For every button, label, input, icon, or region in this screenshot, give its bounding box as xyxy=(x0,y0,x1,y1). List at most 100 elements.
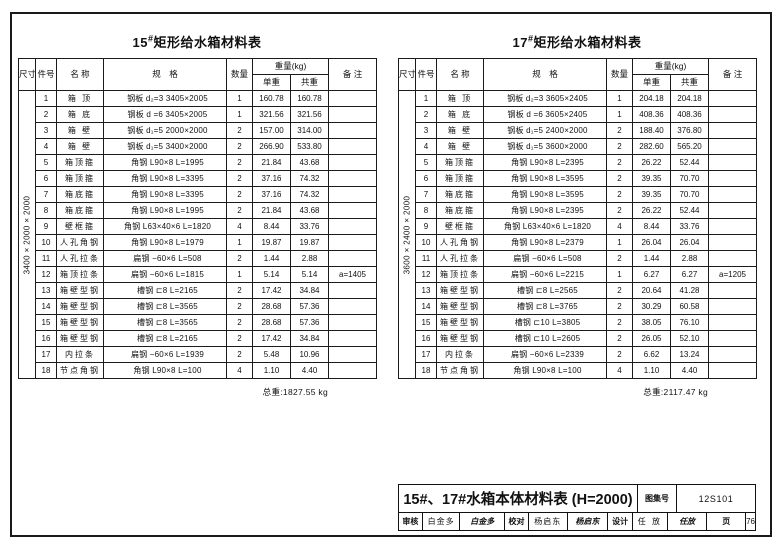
cell-total-weight: 34.84 xyxy=(289,282,330,299)
cell-name: 内拉条 xyxy=(436,346,484,363)
table-row: 9 壁框箍 角钢 L63×40×6 L=1820 4 8.44 33.76 xyxy=(19,218,378,235)
cell-name: 箱 壁 xyxy=(56,122,104,139)
cell-item-no: 11 xyxy=(415,250,437,267)
cell-name: 节点角钢 xyxy=(56,362,104,379)
cell-total-weight: 13.24 xyxy=(669,346,710,363)
table-row: 13 箱壁型钢 槽钢 ⊏8 L=2565 2 20.64 41.28 xyxy=(399,282,758,299)
table-row: 11 人孔拉条 扁钢 −60×6 L=508 2 1.44 2.88 xyxy=(19,250,378,267)
table-row: 7 箱底箍 角钢 L90×8 L=3395 2 37.16 74.32 xyxy=(19,186,378,203)
cell-total-weight: 26.04 xyxy=(669,234,710,251)
cell-quantity: 2 xyxy=(606,202,633,219)
cell-total-weight: 5.14 xyxy=(289,266,330,283)
header-total-weight: 共重 xyxy=(289,74,330,91)
check-label: 校对 xyxy=(504,513,528,530)
cell-total-weight: 43.68 xyxy=(289,202,330,219)
cell-item-no: 11 xyxy=(35,250,57,267)
cell-note xyxy=(708,282,758,299)
cell-item-no: 18 xyxy=(415,362,437,379)
cell-quantity: 2 xyxy=(606,298,633,315)
cell-spec: 槽钢 ⊏10 L=3805 xyxy=(483,314,607,331)
cell-quantity: 4 xyxy=(606,218,633,235)
page-label: 页 xyxy=(706,513,745,530)
cell-note xyxy=(328,282,378,299)
cell-total-weight: 52.44 xyxy=(669,154,710,171)
cell-spec: 角钢 L90×8 L=100 xyxy=(483,362,607,379)
cell-quantity: 2 xyxy=(606,250,633,267)
cell-item-no: 2 xyxy=(415,106,437,123)
cell-note xyxy=(708,298,758,315)
cell-item-no: 7 xyxy=(415,186,437,203)
cell-quantity: 2 xyxy=(226,250,253,267)
cell-spec: 钢板 d₁=5 2000×2000 xyxy=(103,122,227,139)
cell-unit-weight: 19.87 xyxy=(252,234,291,251)
cell-unit-weight: 8.44 xyxy=(632,218,671,235)
cell-spec: 角钢 L63×40×6 L=1820 xyxy=(103,218,227,235)
cell-unit-weight: 37.16 xyxy=(252,170,291,187)
cell-item-no: 10 xyxy=(35,234,57,251)
header-dimension: 尺寸 xyxy=(18,58,36,91)
cell-unit-weight: 1.44 xyxy=(632,250,671,267)
cell-unit-weight: 28.68 xyxy=(252,298,291,315)
cell-unit-weight: 37.16 xyxy=(252,186,291,203)
cell-note xyxy=(708,122,758,139)
cell-item-no: 12 xyxy=(415,266,437,283)
header-spec: 规 格 xyxy=(103,58,227,91)
cell-note: a=1405 xyxy=(328,266,378,283)
cell-name: 箱壁型钢 xyxy=(436,298,484,315)
cell-unit-weight: 28.68 xyxy=(252,314,291,331)
cell-unit-weight: 321.56 xyxy=(252,106,291,123)
cell-note xyxy=(708,362,758,379)
cell-spec: 槽钢 ⊏8 L=2565 xyxy=(483,282,607,299)
cell-note xyxy=(708,314,758,331)
cell-unit-weight: 157.00 xyxy=(252,122,291,139)
cell-unit-weight: 1.44 xyxy=(252,250,291,267)
table-row: 15 箱壁型钢 槽钢 ⊏10 L=3805 2 38.05 76.10 xyxy=(399,314,758,331)
cell-item-no: 5 xyxy=(415,154,437,171)
cell-total-weight: 2.88 xyxy=(669,250,710,267)
cell-note xyxy=(708,234,758,251)
header-note: 备 注 xyxy=(708,58,758,91)
right-title-rest: 矩形给水箱材料表 xyxy=(533,35,642,50)
cell-note xyxy=(708,218,758,235)
table-row: 11 人孔拉条 扁钢 −60×6 L=508 2 1.44 2.88 xyxy=(399,250,758,267)
cell-note xyxy=(328,106,378,123)
left-material-table: 尺寸 件号 名 称 规 格 数量 重量(kg) 备 注 单重 共重 3400 ×… xyxy=(18,58,378,379)
review-signature: 白金多 xyxy=(459,513,504,530)
cell-item-no: 12 xyxy=(35,266,57,283)
cell-quantity: 4 xyxy=(226,218,253,235)
cell-unit-weight: 39.35 xyxy=(632,170,671,187)
cell-name: 箱 底 xyxy=(436,106,484,123)
table-header-row: 尺寸 件号 名 称 规 格 数量 重量(kg) 备 注 xyxy=(398,58,758,91)
table-row: 3400 × 2000 × 2000 1 箱 顶钢板 d₂=3 3405×2005 1… xyxy=(18,90,378,379)
cell-item-no: 10 xyxy=(415,234,437,251)
cell-spec: 钢板 d₁=5 3600×2000 xyxy=(483,138,607,155)
cell-note xyxy=(328,170,378,187)
header-total-weight: 共重 xyxy=(669,74,710,91)
cell-note xyxy=(328,298,378,315)
table-row: 7 箱底箍 角钢 L90×8 L=3595 2 39.35 70.70 xyxy=(399,186,758,203)
cell-note xyxy=(708,90,758,107)
cell-item-no: 13 xyxy=(415,282,437,299)
right-title-prefix: 17 xyxy=(512,35,528,50)
table-row: 6 箱顶箍 角钢 L90×8 L=3395 2 37.16 74.32 xyxy=(19,170,378,187)
cell-item-no: 2 xyxy=(35,106,57,123)
cell-item-no: 4 xyxy=(35,138,57,155)
cell-spec: 扁钢 −60×6 L=508 xyxy=(103,250,227,267)
table-row: 10 人孔角钢 角钢 L90×8 L=2379 1 26.04 26.04 xyxy=(399,234,758,251)
cell-item-no: 3 xyxy=(35,122,57,139)
cell-unit-weight: 282.60 xyxy=(632,138,671,155)
cell-item-no: 18 xyxy=(35,362,57,379)
header-name: 名 称 xyxy=(436,58,484,91)
cell-total-weight: 565.20 xyxy=(669,138,710,155)
left-title-sup: # xyxy=(147,33,154,44)
cell-name: 箱 顶 xyxy=(56,90,104,107)
cell-spec: 角钢 L90×8 L=1995 xyxy=(103,154,227,171)
cell-name: 壁框箍 xyxy=(56,218,104,235)
cell-name: 箱底箍 xyxy=(56,186,104,203)
right-table-total: 总重:2117.47 kg xyxy=(643,387,708,397)
cell-total-weight: 57.36 xyxy=(289,298,330,315)
cell-item-no: 17 xyxy=(415,346,437,363)
page-value: 76 xyxy=(745,513,755,530)
cell-item-no: 17 xyxy=(35,346,57,363)
cell-quantity: 2 xyxy=(606,138,633,155)
